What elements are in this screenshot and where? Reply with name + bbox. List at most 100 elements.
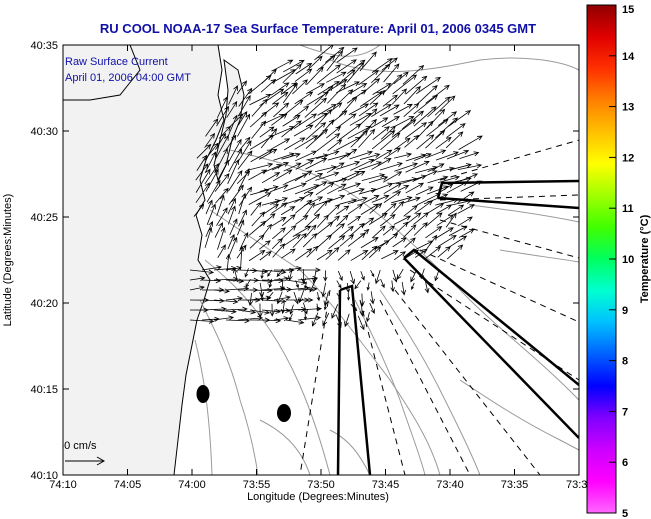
current-vector bbox=[372, 126, 390, 141]
current-vector bbox=[323, 291, 329, 307]
current-vector bbox=[446, 181, 469, 194]
current-vector bbox=[323, 270, 328, 282]
current-vector bbox=[403, 85, 421, 105]
current-vector bbox=[205, 220, 214, 238]
current-vector bbox=[350, 130, 369, 148]
current-vector bbox=[216, 207, 228, 226]
current-vector bbox=[249, 234, 265, 249]
current-vector bbox=[261, 298, 287, 304]
current-vector bbox=[361, 173, 386, 181]
current-vector bbox=[196, 143, 212, 159]
current-vector bbox=[354, 280, 362, 290]
current-vector bbox=[271, 202, 288, 214]
current-vector bbox=[272, 243, 286, 258]
current-vector bbox=[394, 152, 413, 159]
current-vector bbox=[361, 245, 378, 261]
current-vector bbox=[271, 59, 294, 72]
current-vector bbox=[326, 83, 347, 104]
current-vector bbox=[381, 116, 400, 128]
current-vector bbox=[328, 235, 346, 250]
current-vector bbox=[413, 106, 437, 127]
current-vector bbox=[259, 185, 279, 192]
current-vector bbox=[271, 216, 287, 227]
current-vector bbox=[295, 248, 313, 261]
y-tick-label: 40:10 bbox=[30, 470, 58, 482]
current-vector bbox=[282, 114, 301, 127]
current-vector bbox=[205, 168, 219, 192]
colorbar-tick-label: 10 bbox=[622, 254, 634, 266]
current-vector bbox=[317, 81, 340, 96]
colorbar-tick-label: 15 bbox=[622, 4, 634, 16]
current-vector bbox=[434, 270, 440, 282]
current-vector bbox=[213, 308, 237, 314]
current-vector bbox=[316, 133, 341, 152]
current-vector bbox=[249, 188, 270, 196]
colorbar-tick-label: 13 bbox=[622, 102, 634, 114]
current-vector bbox=[283, 59, 305, 73]
current-vector bbox=[336, 89, 354, 105]
x-tick-label: 73:35 bbox=[501, 479, 529, 491]
current-vector bbox=[273, 267, 295, 273]
colorbar-tick-label: 7 bbox=[622, 406, 628, 418]
current-vector bbox=[357, 108, 378, 127]
current-vector bbox=[206, 179, 221, 203]
inset-product-time: April 01, 2006 04:00 GMT bbox=[65, 72, 191, 84]
current-vector bbox=[449, 176, 472, 184]
colorbar-label: Temperature (°C) bbox=[639, 214, 651, 303]
current-vector bbox=[269, 303, 275, 317]
current-vector bbox=[448, 235, 468, 248]
current-vector bbox=[297, 297, 314, 303]
current-vector bbox=[437, 246, 451, 258]
current-vector bbox=[262, 203, 279, 215]
current-vector bbox=[457, 216, 473, 227]
current-vector bbox=[327, 183, 347, 195]
current-vector bbox=[248, 192, 272, 205]
current-vector bbox=[251, 211, 266, 227]
current-vector bbox=[347, 203, 363, 215]
current-vector bbox=[236, 80, 248, 95]
current-vector bbox=[427, 175, 449, 184]
current-vector bbox=[196, 154, 208, 171]
current-vector bbox=[304, 202, 316, 217]
current-vector bbox=[313, 200, 328, 215]
current-vector bbox=[304, 196, 324, 207]
current-vector bbox=[227, 159, 240, 184]
current-vector bbox=[416, 134, 435, 150]
coverage-boundaries bbox=[336, 179, 579, 475]
current-vector bbox=[383, 63, 400, 83]
y-axis-ticks: 40:35 40:30 40:25 40:20 40:15 40:10 bbox=[30, 40, 579, 482]
current-vector bbox=[346, 292, 351, 301]
current-vector bbox=[249, 220, 267, 236]
current-vector bbox=[283, 234, 302, 247]
y-tick-label: 40:25 bbox=[30, 212, 58, 224]
current-vector bbox=[359, 51, 377, 72]
current-vector bbox=[359, 152, 381, 161]
current-vector bbox=[358, 187, 377, 195]
current-vector bbox=[415, 186, 434, 196]
current-vector bbox=[293, 124, 314, 137]
current-vector bbox=[289, 304, 294, 315]
current-vector bbox=[382, 225, 396, 236]
current-vector bbox=[391, 88, 408, 105]
current-vector bbox=[346, 62, 365, 83]
current-vector bbox=[195, 168, 211, 193]
current-vector bbox=[237, 219, 245, 236]
current-vector bbox=[404, 237, 416, 248]
current-vector bbox=[383, 171, 403, 183]
current-vector bbox=[396, 268, 404, 280]
current-vector bbox=[326, 50, 344, 72]
current-vector bbox=[227, 205, 236, 225]
current-vector bbox=[460, 173, 479, 182]
current-vector bbox=[405, 122, 428, 139]
current-vector bbox=[349, 150, 373, 160]
current-vector bbox=[458, 135, 483, 150]
current-vector bbox=[414, 153, 432, 161]
current-vector bbox=[426, 108, 446, 129]
current-vector bbox=[435, 136, 452, 149]
current-vector bbox=[383, 191, 402, 203]
current-vector bbox=[189, 285, 205, 291]
current-vector bbox=[283, 137, 306, 151]
current-vector bbox=[189, 269, 215, 275]
current-vector bbox=[281, 248, 296, 259]
